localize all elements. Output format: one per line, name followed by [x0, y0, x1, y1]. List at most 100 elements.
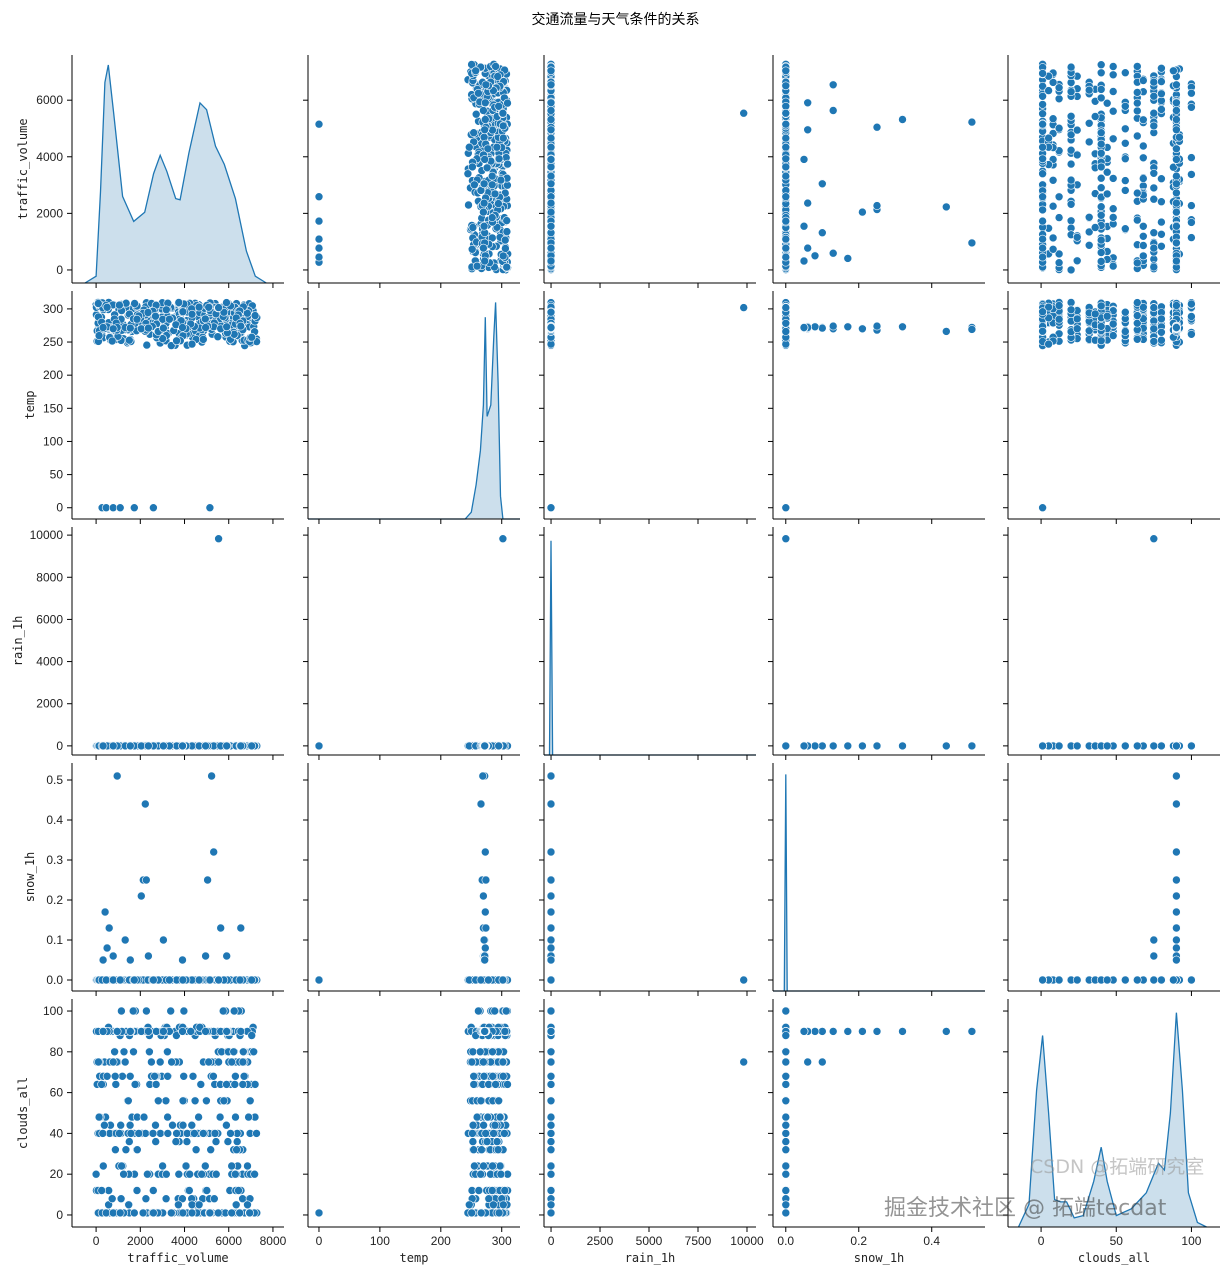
scatter-point — [1133, 88, 1142, 97]
scatter-point — [204, 302, 213, 312]
scatter-point — [1157, 327, 1166, 337]
y-tick-label: 4000 — [36, 150, 63, 164]
scatter-point — [1133, 258, 1142, 268]
panel-temp-vs-snow_1h — [768, 291, 985, 524]
scatter-point — [487, 180, 497, 190]
scatter-point — [143, 308, 153, 317]
scatter-point — [1133, 131, 1142, 141]
scatter-point — [1172, 207, 1181, 217]
scatter-point — [1054, 314, 1064, 324]
scatter-point — [858, 207, 867, 217]
scatter-point — [781, 142, 791, 152]
panel-temp-vs-temp — [303, 291, 520, 524]
scatter-point — [162, 305, 171, 315]
scatter-point — [479, 179, 489, 189]
scatter-point — [828, 80, 838, 90]
scatter-point — [1172, 171, 1181, 181]
scatter-point — [1038, 192, 1047, 201]
scatter-point — [781, 327, 791, 336]
scatter-point — [1066, 265, 1076, 275]
scatter-point — [1187, 153, 1196, 162]
scatter-point — [1096, 257, 1106, 266]
scatter-point — [500, 235, 510, 245]
scatter-point — [1096, 128, 1106, 137]
scatter-point — [502, 216, 512, 225]
scatter-point — [1048, 114, 1058, 123]
scatter-point — [1149, 337, 1159, 346]
scatter-point — [781, 243, 791, 253]
scatter-point — [843, 254, 853, 263]
scatter-point — [1096, 235, 1106, 245]
y-tick-label: 0 — [56, 501, 63, 515]
scatter-point — [1108, 319, 1118, 329]
scatter-point — [480, 98, 490, 108]
scatter-point — [94, 299, 103, 308]
scatter-point — [1054, 258, 1064, 268]
scatter-point — [1096, 301, 1106, 311]
scatter-point — [1149, 324, 1159, 334]
y-tick-label: 250 — [43, 335, 63, 349]
scatter-point — [1102, 311, 1112, 321]
scatter-point — [1172, 323, 1181, 332]
scatter-point — [817, 323, 827, 333]
scatter-point — [872, 122, 882, 132]
scatter-point — [479, 207, 488, 217]
scatter-point — [1090, 223, 1100, 232]
scatter-point — [1121, 139, 1130, 148]
scatter-point — [1108, 134, 1118, 144]
scatter-point — [1066, 216, 1076, 226]
scatter-point — [546, 221, 556, 231]
scatter-point — [1172, 256, 1181, 266]
scatter-point — [1084, 137, 1094, 147]
scatter-point — [1038, 100, 1047, 109]
scatter-point — [1133, 298, 1142, 307]
scatter-point — [1054, 123, 1064, 133]
scatter-point — [1172, 106, 1181, 115]
scatter-point — [781, 81, 791, 91]
scatter-point — [1096, 93, 1106, 103]
scatter-point — [1066, 175, 1076, 185]
scatter-point — [781, 192, 791, 201]
scatter-point — [1172, 144, 1181, 154]
scatter-point — [1102, 189, 1112, 199]
scatter-point — [1139, 251, 1148, 261]
scatter-point — [102, 302, 112, 312]
scatter-point — [1121, 224, 1130, 233]
scatter-point — [1108, 62, 1118, 71]
scatter-point — [1038, 205, 1047, 215]
scatter-point — [1084, 241, 1094, 250]
scatter-point — [247, 741, 256, 751]
scatter-point — [1121, 176, 1130, 185]
scatter-point — [1066, 62, 1076, 72]
scatter-point — [1133, 62, 1142, 71]
scatter-point — [546, 307, 556, 317]
scatter-point — [799, 221, 809, 231]
y-tick-label: 150 — [43, 401, 63, 415]
scatter-point — [1187, 103, 1196, 112]
scatter-point — [474, 88, 483, 98]
scatter-point — [803, 125, 813, 135]
scatter-point — [479, 243, 488, 253]
scatter-point — [1157, 217, 1166, 227]
y-tick-label: 6000 — [36, 612, 63, 626]
scatter-point — [781, 154, 791, 164]
scatter-point — [803, 243, 813, 253]
scatter-point — [1066, 200, 1076, 209]
scatter-point — [491, 62, 500, 71]
scatter-point — [1149, 228, 1159, 237]
scatter-point — [1072, 324, 1082, 334]
scatter-point — [1133, 311, 1142, 320]
scatter-point — [546, 125, 556, 135]
scatter-point — [1108, 174, 1118, 183]
scatter-point — [781, 162, 791, 172]
scatter-point — [236, 741, 246, 751]
y-tick-label: 8000 — [36, 570, 63, 584]
scatter-point — [314, 192, 324, 201]
scatter-point — [546, 323, 556, 332]
scatter-point — [250, 311, 260, 320]
scatter-point — [781, 119, 791, 129]
scatter-point — [314, 119, 324, 129]
scatter-point — [1096, 248, 1106, 257]
